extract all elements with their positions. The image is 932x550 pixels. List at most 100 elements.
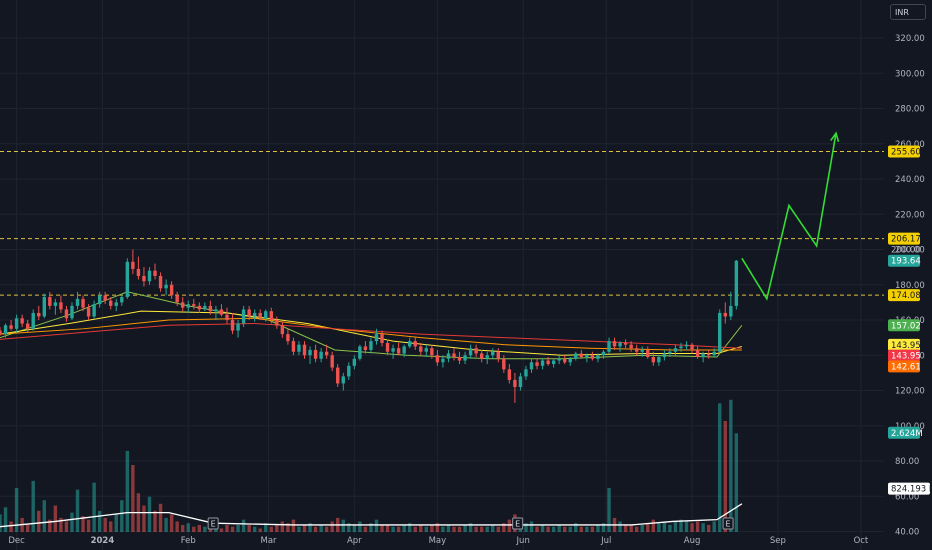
- volume-bar: [457, 526, 462, 532]
- candle-body: [86, 307, 91, 317]
- time-axis[interactable]: Dec 2024 Feb Mar Apr May Jun Jul Aug Sep Oct: [8, 536, 869, 546]
- currency-button[interactable]: INR: [890, 4, 926, 20]
- time-tick-label: Oct: [854, 536, 869, 546]
- candle: [513, 372, 517, 403]
- candle: [14, 314, 19, 333]
- volume-bar: [109, 521, 113, 532]
- candle-body: [0, 330, 2, 335]
- price-tag-text: 200.00: [891, 246, 921, 256]
- volume-bar: [264, 523, 268, 532]
- candle-body: [668, 351, 672, 354]
- candle: [131, 249, 135, 275]
- candle: [252, 309, 257, 322]
- candle: [701, 351, 705, 363]
- candle: [352, 355, 357, 370]
- candle: [673, 344, 678, 356]
- candle-body: [385, 342, 390, 352]
- volume-bar: [86, 519, 91, 532]
- volume-bar: [629, 524, 633, 532]
- candle: [136, 256, 141, 280]
- candle-body: [446, 353, 451, 359]
- time-tick-label: Mar: [260, 536, 277, 546]
- candle: [385, 339, 390, 356]
- volume-bar: [0, 514, 2, 532]
- candle: [546, 357, 550, 366]
- candle: [402, 344, 406, 358]
- volume-bar: [31, 480, 35, 532]
- candle: [313, 344, 318, 363]
- candle-body: [291, 341, 296, 352]
- candle: [258, 309, 262, 320]
- price-tag: 824.193 K: [888, 482, 932, 495]
- earnings-marker[interactable]: E: [722, 517, 734, 530]
- candle-body: [474, 348, 478, 354]
- candle: [158, 272, 163, 292]
- candle-body: [479, 353, 484, 359]
- candle-body: [657, 357, 661, 363]
- candle-body: [192, 304, 196, 306]
- earnings-marker[interactable]: E: [207, 517, 219, 530]
- earnings-marker-label: E: [726, 520, 731, 529]
- volume-bar: [623, 524, 628, 532]
- candle-body: [435, 355, 440, 363]
- candle-body: [330, 355, 334, 368]
- volume-bar: [408, 523, 412, 532]
- price-tag-bg: [888, 289, 920, 302]
- price-tick-label: 80.00: [895, 457, 919, 467]
- volume-bar: [37, 510, 41, 532]
- price-tag: 200.00: [891, 246, 921, 256]
- volume-bar: [618, 521, 622, 532]
- candle: [225, 307, 229, 324]
- candle: [286, 328, 290, 345]
- volume-bar: [391, 526, 395, 532]
- candle: [103, 291, 107, 305]
- volume-bar: [396, 526, 401, 532]
- candle-body: [230, 320, 235, 331]
- volume-bar: [402, 524, 406, 532]
- volume-bar: [601, 523, 606, 532]
- volume-bar: [684, 521, 689, 532]
- candle-body: [109, 300, 113, 306]
- candle: [0, 327, 2, 336]
- candle-body: [419, 346, 423, 352]
- candle-body: [59, 302, 63, 310]
- price-tag-text: 193.64: [891, 257, 921, 267]
- candle-body: [20, 318, 24, 324]
- price-axis[interactable]: 320.00 300.00 280.00 260.00 240.00 220.00 200.…: [895, 34, 925, 538]
- candle-body: [513, 379, 517, 387]
- candle-body: [347, 365, 351, 377]
- volume-bar: [302, 524, 307, 532]
- candle-body: [507, 369, 512, 380]
- volume-bar: [358, 521, 362, 532]
- candle: [275, 316, 279, 329]
- volume-bar: [269, 526, 273, 532]
- candle-body: [120, 297, 124, 303]
- volume-bar: [291, 519, 296, 532]
- candle-body: [247, 309, 251, 317]
- time-tick-label: May: [429, 536, 447, 546]
- earnings-marker[interactable]: E: [512, 517, 524, 530]
- candle-body: [142, 275, 146, 282]
- volume-bar: [596, 524, 600, 532]
- candle-body: [651, 357, 656, 363]
- candle-body: [319, 351, 323, 359]
- price-tick-label: 280.00: [895, 105, 925, 115]
- price-tick-label: 240.00: [895, 175, 925, 185]
- volume-bar: [341, 519, 345, 532]
- volume-bar: [252, 526, 257, 532]
- volume-bar: [347, 523, 351, 532]
- candle: [20, 314, 24, 328]
- candle-body: [186, 304, 190, 308]
- candle: [70, 302, 74, 320]
- candle-body: [402, 346, 406, 354]
- candle: [53, 298, 58, 315]
- volume-bar: [186, 523, 190, 532]
- price-tag: 143.95: [888, 338, 921, 351]
- candle-body: [164, 284, 168, 289]
- volume-bar: [203, 526, 207, 532]
- candle: [463, 351, 467, 365]
- volume-bar: [81, 516, 85, 532]
- candle: [712, 348, 716, 358]
